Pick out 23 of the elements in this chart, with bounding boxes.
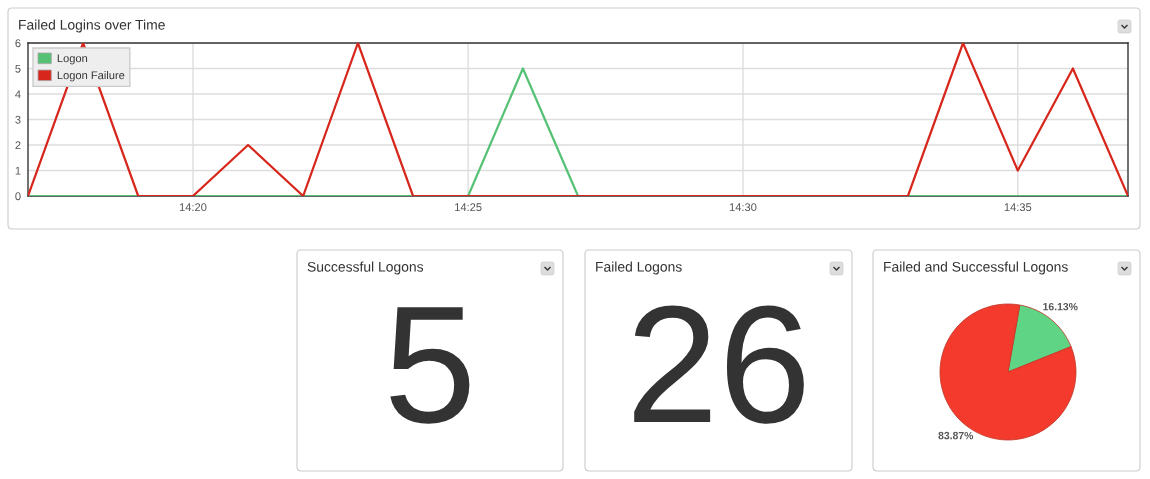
text: 26 bbox=[634, 305, 804, 424]
y-tick-label: 2 bbox=[15, 141, 21, 150]
y-tick-label: 1 bbox=[15, 166, 21, 175]
text: 5 bbox=[390, 307, 470, 424]
y-tick-label: 3 bbox=[15, 115, 21, 124]
y-tick-label: 4 bbox=[15, 90, 21, 99]
line-series bbox=[28, 43, 1128, 196]
text: Failed Logons bbox=[596, 261, 682, 275]
y-tick-label: 5 bbox=[15, 64, 21, 73]
data-label: 83.87% bbox=[938, 431, 974, 440]
text: Successful Logons bbox=[307, 261, 424, 275]
data-label: 16.13% bbox=[1043, 302, 1078, 311]
chart-title: Failed and Successful Logons bbox=[884, 261, 1068, 275]
legend-label: Logon Failure bbox=[57, 71, 125, 82]
x-tick-label: 14:20 bbox=[179, 203, 207, 212]
y-tick-label: 0 bbox=[15, 192, 21, 201]
x-tick-label: 14:35 bbox=[1004, 203, 1032, 212]
x-tick-label: 14:30 bbox=[729, 203, 757, 212]
pie-slice bbox=[939, 303, 1077, 441]
y-tick-label: 6 bbox=[15, 39, 21, 48]
x-tick-label: 14:25 bbox=[455, 203, 482, 212]
legend-label: Logon bbox=[57, 54, 88, 65]
chart-title: Failed Logins over Time bbox=[19, 19, 165, 33]
